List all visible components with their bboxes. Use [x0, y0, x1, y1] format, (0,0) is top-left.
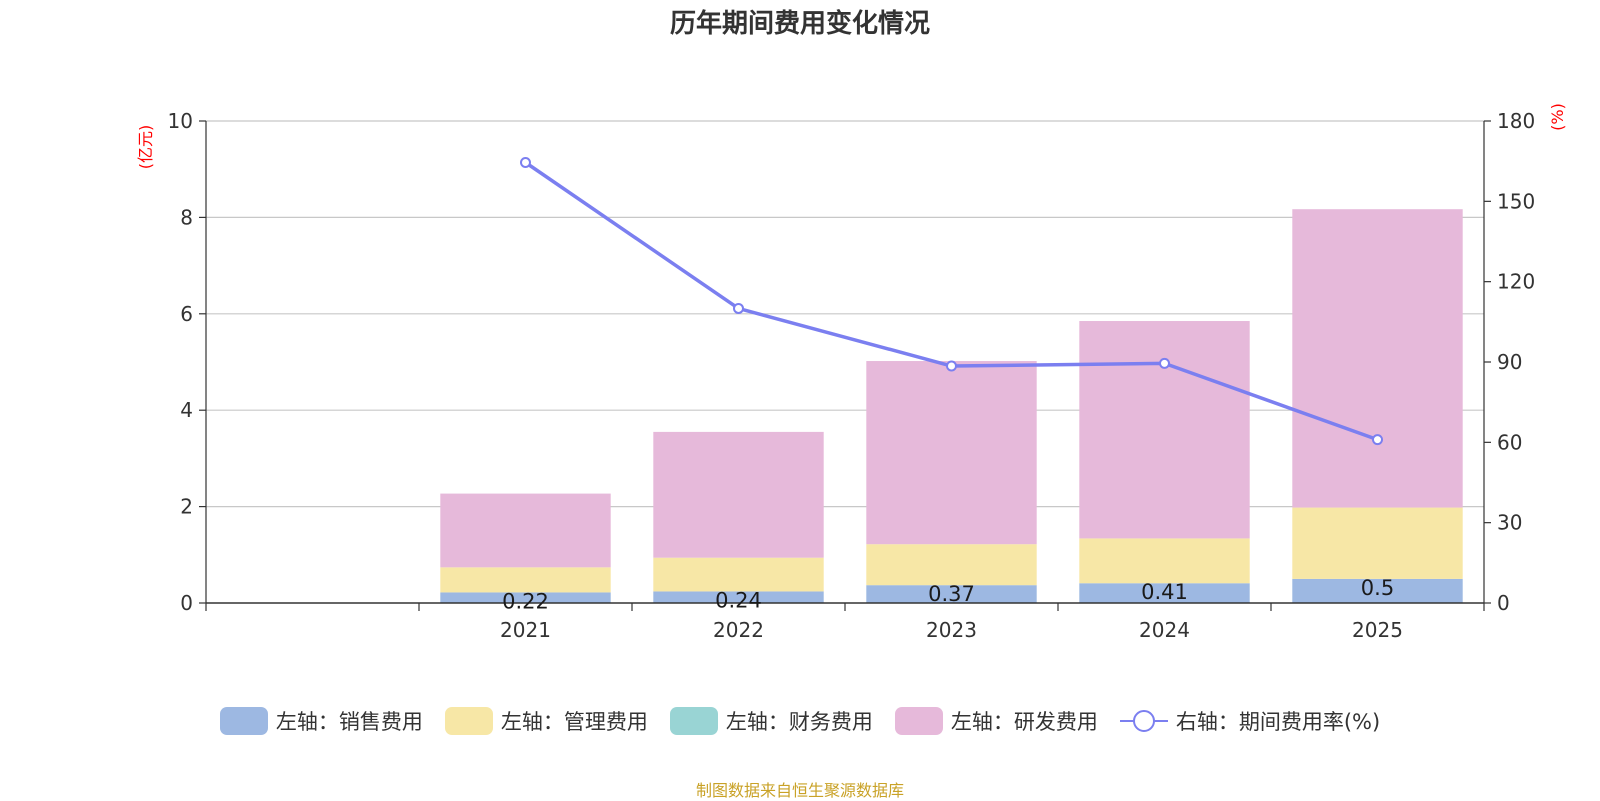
x-tick-label-2025: 2025: [1352, 618, 1403, 642]
axes: 0 2 4 6 8 10 0 30 60 90 120 150 180 2021 2022 2023 2024 2…: [168, 109, 1536, 642]
legend-label: 左轴：研发费用: [950, 710, 1098, 734]
legend-item-3[interactable]: 左轴：研发费用: [894, 706, 1098, 736]
bar-s0-2023: [866, 585, 1037, 603]
legend-item-4[interactable]: 右轴：期间费用率(%): [1119, 706, 1381, 736]
data-label-2023: 0.37: [928, 582, 975, 606]
bar-s1-2024: [1079, 538, 1250, 584]
bar-s3-2023: [866, 361, 1037, 545]
legend-label: 右轴：期间费用率(%): [1175, 710, 1381, 734]
bar-s1-2021: [440, 567, 611, 593]
left-tick-label-1: 2: [180, 495, 193, 519]
data-label-2022: 0.24: [715, 588, 762, 612]
grid-lines: [206, 120, 1484, 508]
chart-title: 历年期间费用变化情况: [670, 8, 930, 39]
legend-swatch-icon: [444, 707, 493, 735]
x-tick-label-2023: 2023: [926, 618, 977, 642]
data-labels: 0.22 0.24 0.37 0.41 0.5: [502, 576, 1394, 613]
right-tick-label-6: 180: [1497, 109, 1535, 133]
data-label-2024: 0.41: [1141, 580, 1188, 604]
x-tick-label-2024: 2024: [1139, 618, 1190, 642]
right-tick-label-5: 150: [1497, 189, 1535, 213]
legend-swatch-icon: [894, 707, 943, 735]
data-label-2021: 0.22: [502, 589, 549, 613]
right-tick-label-0: 0: [1497, 591, 1510, 615]
right-tick-label-1: 30: [1497, 511, 1522, 535]
right-tick-label-2: 60: [1497, 430, 1522, 454]
rate-point-2024: [1159, 357, 1170, 369]
rate-point-2022: [733, 302, 744, 314]
left-tick-label-0: 0: [180, 591, 193, 615]
legend-label: 左轴：管理费用: [500, 710, 648, 734]
bar-s1-2025: [1292, 507, 1463, 579]
data-label-2025: 0.5: [1361, 576, 1394, 600]
rate-point-2021: [520, 157, 531, 169]
legend-swatch-icon: [669, 707, 718, 735]
legend-item-1[interactable]: 左轴：管理费用: [444, 706, 648, 736]
legend-line-icon: [1119, 710, 1168, 732]
source-note: 制图数据来自恒生聚源数据库: [695, 781, 904, 800]
rate-point-2025: [1372, 434, 1383, 446]
rate-line: [520, 157, 1383, 446]
right-tick-label-3: 90: [1497, 350, 1522, 374]
x-tick-label-2021: 2021: [500, 618, 551, 642]
bar-s0-2022: [653, 591, 824, 603]
bar-s3-2025: [1292, 209, 1463, 508]
bar-s1-2022: [653, 557, 824, 592]
legend-item-2[interactable]: 左轴：财务费用: [669, 706, 873, 736]
bar-s0-2025: [1292, 578, 1463, 603]
legend-label: 左轴：财务费用: [725, 710, 873, 734]
bar-s1-2023: [866, 544, 1037, 586]
rate-point-2023: [946, 360, 957, 372]
bar-s0-2024: [1079, 583, 1250, 603]
left-tick-label-5: 10: [168, 109, 193, 133]
legend-label: 左轴：销售费用: [275, 710, 423, 734]
bar-s3-2021: [440, 493, 611, 568]
right-axis-unit: (%): [1548, 103, 1567, 131]
bar-s3-2022: [653, 431, 824, 558]
legend: 左轴：销售费用 左轴：管理费用 左轴：财务费用 左轴：研发费用 右轴：期间费用率(%): [0, 703, 1600, 739]
bar-s0-2021: [440, 592, 611, 603]
left-tick-label-2: 4: [180, 398, 193, 422]
x-tick-label-2022: 2022: [713, 618, 764, 642]
bar-s3-2024: [1079, 321, 1250, 539]
right-tick-label-4: 120: [1497, 270, 1535, 294]
left-tick-label-3: 6: [180, 302, 193, 326]
legend-item-0[interactable]: 左轴：销售费用: [219, 706, 423, 736]
bars: [440, 209, 1463, 603]
legend-swatch-icon: [219, 707, 268, 735]
left-axis-unit: (亿元): [136, 125, 155, 170]
left-tick-label-4: 8: [180, 205, 193, 229]
